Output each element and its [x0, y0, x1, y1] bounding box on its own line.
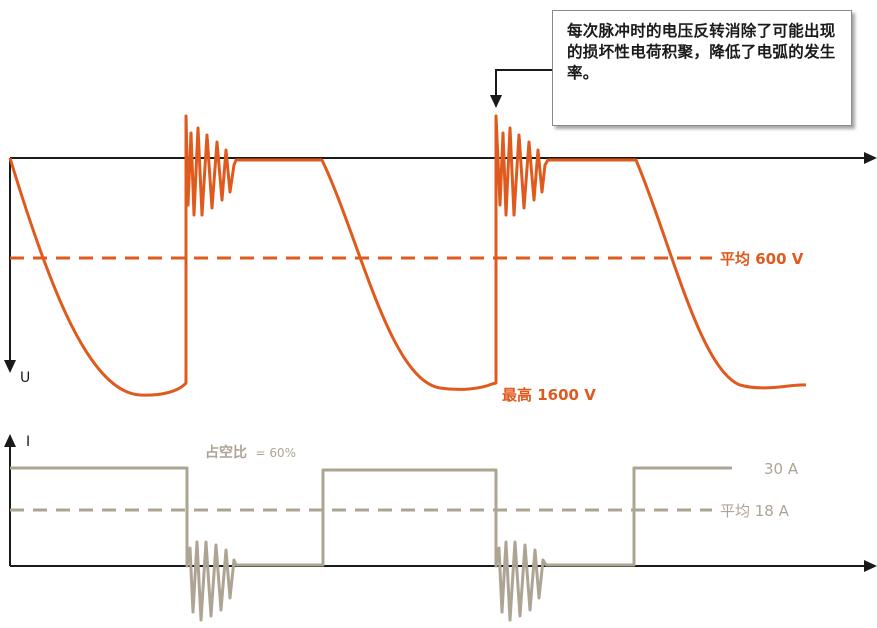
- voltage-axes: [4, 152, 877, 373]
- current-level-label: 30 A: [764, 460, 799, 478]
- voltage-peak-label: 最高 1600 V: [502, 386, 596, 404]
- current-waveform: [10, 466, 732, 622]
- duty-cycle-text: 占空比: [205, 444, 247, 461]
- voltage-waveform: [8, 114, 807, 397]
- duty-cycle-label: 占空比 = 60%: [205, 444, 296, 461]
- current-axis-arrow: [4, 434, 16, 447]
- duty-cycle-value: = 60%: [255, 446, 296, 460]
- current-time-axis-arrow: [864, 560, 877, 572]
- callout-box: 每次脉冲时的电压反转消除了可能出现的损坏性电荷积聚，降低了电弧的发生率。: [552, 10, 852, 126]
- callout-pointer: [490, 69, 552, 108]
- callout-arrowhead: [490, 95, 502, 108]
- voltage-time-axis-arrow: [864, 152, 877, 164]
- current-average-label: 平均 18 A: [720, 502, 790, 520]
- voltage-axis-label: U: [20, 370, 30, 386]
- current-axis-label: I: [26, 434, 30, 450]
- voltage-axis-arrow: [4, 360, 16, 373]
- callout-text: 每次脉冲时的电压反转消除了可能出现的损坏性电荷积聚，降低了电弧的发生率。: [567, 22, 836, 82]
- voltage-average-label: 平均 600 V: [720, 250, 804, 268]
- current-axes: [4, 434, 877, 572]
